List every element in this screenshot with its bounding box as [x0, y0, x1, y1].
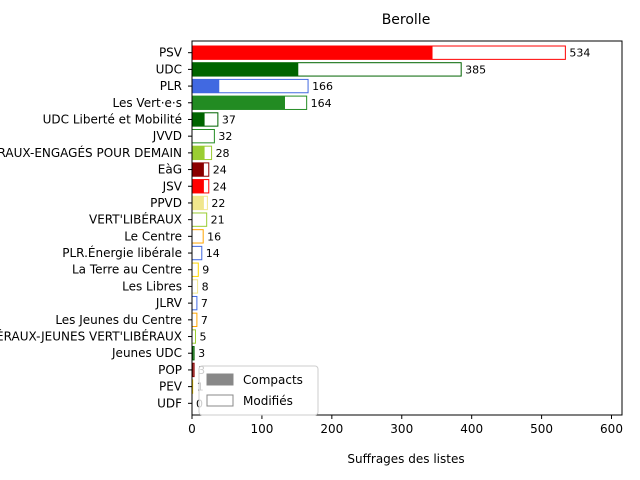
- bar-compacts: [192, 46, 433, 60]
- x-tick-label: 600: [600, 422, 623, 436]
- category-label: UDC: [156, 62, 182, 76]
- chart-title: Berolle: [382, 12, 431, 28]
- bar-modifies: [191, 279, 199, 294]
- value-label: 8: [202, 280, 209, 293]
- value-label: 7: [201, 297, 208, 310]
- bar-compacts: [192, 112, 205, 127]
- legend-swatch: [206, 373, 234, 386]
- bar-modifies: [191, 312, 198, 328]
- bar-modifies: [191, 262, 199, 277]
- bar-compacts: [192, 179, 204, 193]
- value-label: 24: [213, 164, 227, 177]
- category-label: VERT'LIBÉRAUX-JEUNES VERT'LIBÉRAUX: [0, 329, 182, 344]
- bar-compacts: [192, 162, 204, 177]
- value-label: 164: [311, 97, 332, 110]
- category-label: La Terre au Centre: [72, 263, 182, 277]
- category-label: JLRV: [155, 296, 183, 310]
- bar-compacts: [192, 79, 220, 93]
- bar-modifies: [191, 229, 204, 244]
- category-label: PPVD: [150, 196, 182, 210]
- category-label: PLR: [160, 79, 182, 93]
- axes-group: [191, 40, 623, 416]
- value-label: 534: [569, 47, 590, 60]
- value-label: 21: [211, 214, 225, 227]
- bar-compacts: [192, 363, 194, 377]
- value-label: 37: [222, 113, 236, 126]
- value-label: 5: [199, 331, 206, 344]
- value-label: 16: [207, 230, 221, 243]
- category-label: Le Centre: [124, 229, 182, 243]
- value-label: 22: [211, 197, 225, 210]
- value-label: 24: [213, 180, 227, 193]
- category-label: PEV: [159, 380, 183, 394]
- bars-group: [191, 45, 566, 394]
- category-labels-group: PSV UDC PLR Les Vert·e·s UDC Liberté et Mobi…: [0, 46, 192, 410]
- bar-compacts: [192, 146, 205, 160]
- bar-modifies: [191, 128, 215, 144]
- value-label: 9: [202, 264, 209, 277]
- value-label: 28: [216, 147, 230, 160]
- category-label: PLR.Énergie libérale: [62, 245, 182, 260]
- x-axis-title: Suffrages des listes: [347, 452, 464, 466]
- value-label: 32: [218, 130, 232, 143]
- x-tick-label: 0: [188, 422, 196, 436]
- category-label: JVVD: [152, 129, 182, 143]
- legend-label: Modifiés: [243, 394, 293, 408]
- category-label: PSV: [159, 46, 183, 60]
- category-label: Les Jeunes du Centre: [55, 313, 182, 327]
- category-label: UDF: [157, 396, 182, 410]
- bar-modifies: [191, 245, 203, 261]
- bar-compacts: [192, 346, 194, 360]
- category-label: POP: [158, 363, 182, 377]
- bar-compacts: [192, 62, 299, 77]
- x-tick-label: 100: [250, 422, 273, 436]
- x-tick-label: 200: [320, 422, 343, 436]
- value-label: 385: [465, 63, 486, 76]
- legend: Compacts Modifiés: [198, 365, 319, 416]
- category-label: VERT'LIBÉRAUX-ENGAGÉS POUR DEMAIN: [0, 145, 182, 160]
- x-tick-label: 500: [530, 422, 553, 436]
- value-label: 14: [206, 247, 220, 260]
- category-label: VERT'LIBÉRAUX: [89, 212, 182, 227]
- legend-swatch: [206, 394, 234, 407]
- value-label: 166: [312, 80, 333, 93]
- plot-frame: [191, 40, 623, 416]
- category-label: EàG: [158, 163, 182, 177]
- x-ticks-group: 0 100 200 300 400 500 600: [188, 415, 623, 436]
- bar-modifies: [191, 212, 208, 227]
- bar-compacts: [192, 196, 204, 210]
- value-label: 7: [201, 314, 208, 327]
- category-label: Jeunes UDC: [111, 346, 182, 360]
- bar-compacts: [192, 96, 285, 110]
- value-label: 3: [198, 347, 205, 360]
- category-label: UDC Liberté et Mobilité: [43, 112, 182, 126]
- category-label: JSV: [162, 179, 183, 193]
- bar-modifies: [191, 295, 198, 311]
- x-tick-label: 300: [390, 422, 413, 436]
- x-tick-label: 400: [460, 422, 483, 436]
- legend-label: Compacts: [243, 373, 303, 387]
- category-label: Les Vert·e·s: [113, 96, 183, 110]
- category-label: Les Libres: [122, 279, 182, 293]
- bar-modifies: [191, 329, 196, 344]
